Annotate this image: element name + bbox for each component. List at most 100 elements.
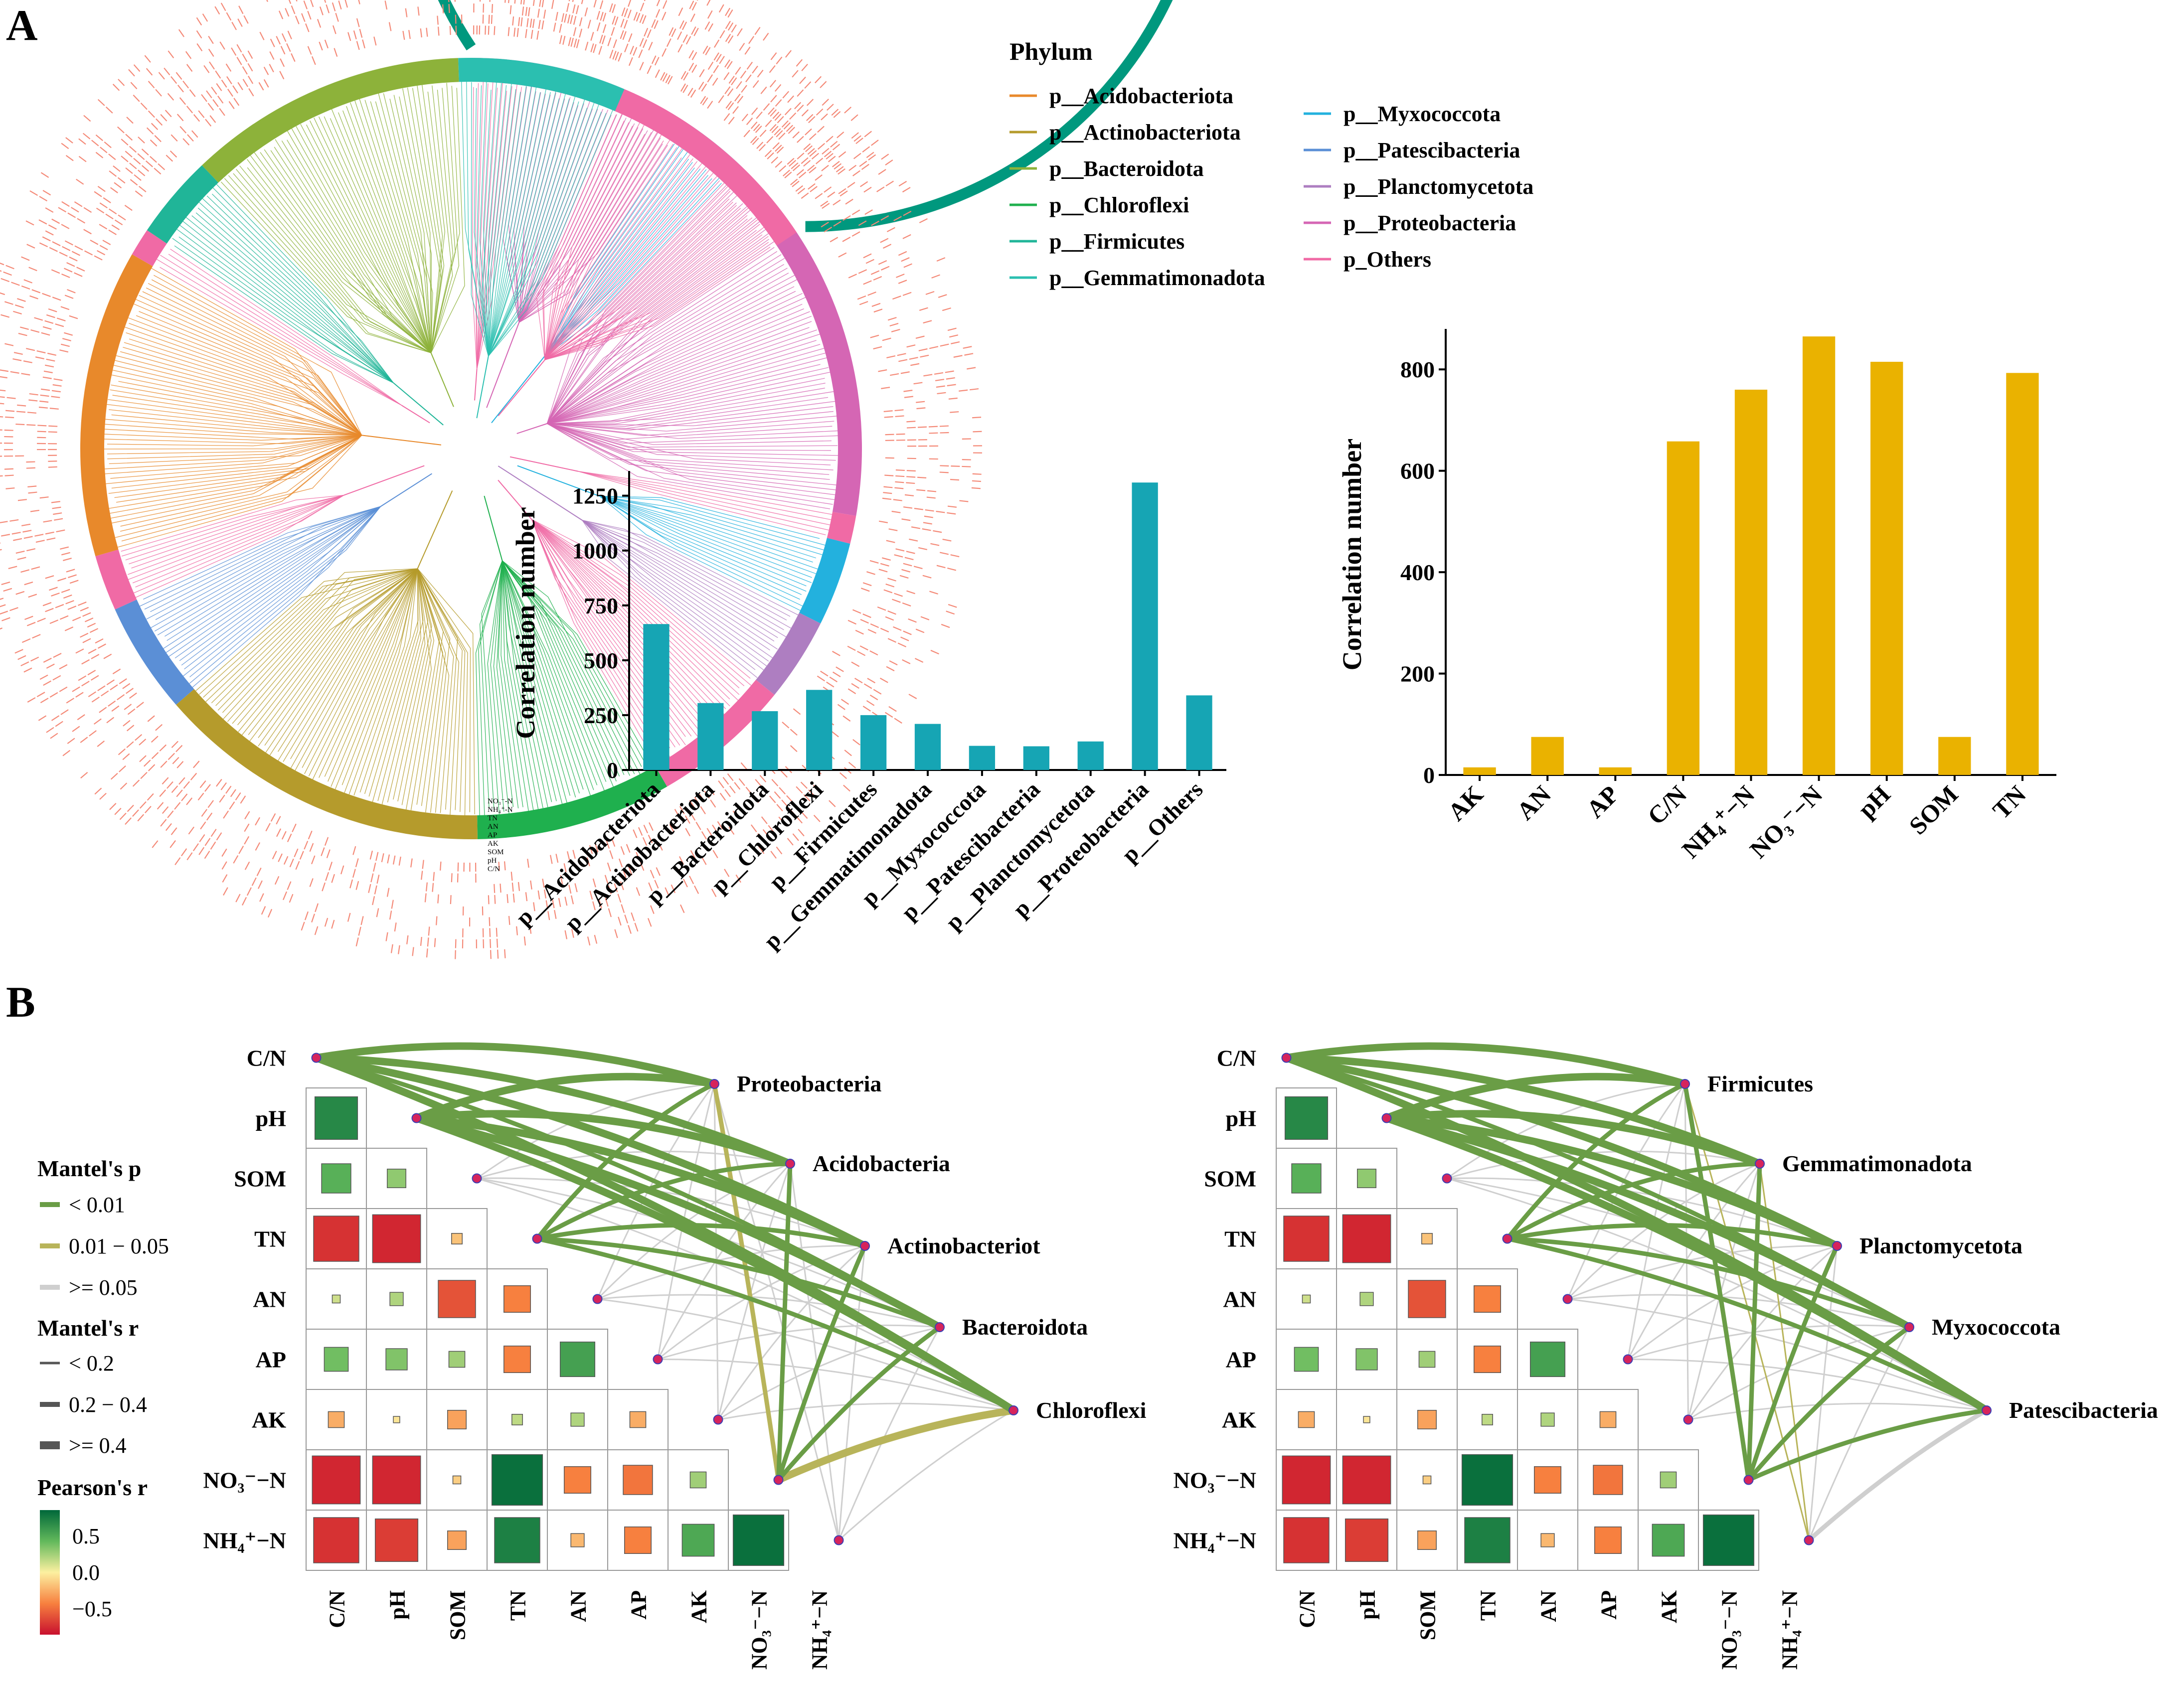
bar: [1463, 767, 1496, 775]
heat-cell: [1298, 1411, 1315, 1428]
heat-cell: [732, 1514, 785, 1566]
heat-cell: [438, 1280, 476, 1318]
taxon-label: Myxococcota: [1932, 1314, 2060, 1340]
y-tick-label: 500: [584, 648, 618, 673]
heat-cell: [1421, 1233, 1433, 1244]
mantel-r-item-3: >= 0.4: [69, 1433, 127, 1458]
mantel-r-item-1: < 0.2: [69, 1351, 114, 1376]
mantel-link: [776, 1161, 793, 1482]
mantel-link: [597, 1163, 791, 1300]
phylum-legend-label: p__Bacteroidota: [1049, 156, 1204, 181]
mantel-link: [1567, 1245, 1838, 1300]
factor-node: [472, 1173, 482, 1184]
mantel-link: [1627, 1358, 1988, 1411]
row-label: NH₄⁺−N: [1173, 1528, 1256, 1553]
heat-cell: [1599, 1411, 1617, 1428]
row-label: SOM: [1204, 1166, 1256, 1192]
heat-cell: [494, 1517, 540, 1563]
mantel-link: [657, 1358, 1014, 1411]
heat-cell: [681, 1524, 715, 1557]
bar: [806, 690, 833, 770]
heat-cell: [1282, 1455, 1331, 1505]
tree-ring-label: pH: [488, 857, 497, 865]
heat-cell: [372, 1455, 421, 1505]
y-tick-label: 600: [1400, 459, 1435, 484]
col-labels: C/N pH SOM TN AN AP AK NO₃⁻−N NH₄⁺−N: [1295, 1590, 1802, 1670]
heat-cell: [447, 1530, 467, 1550]
mantel-link: [1682, 1081, 1751, 1482]
row-label: C/N: [247, 1046, 286, 1071]
heat-cell: [1461, 1454, 1513, 1506]
mantel-link: [1505, 1223, 1840, 1248]
phylum-legend-label: p__Gemmatimonadota: [1049, 266, 1265, 290]
tree-ring-label: C/N: [488, 865, 500, 873]
heat-cell: [385, 1348, 408, 1371]
x-tick-label: SOM: [1903, 780, 1963, 840]
heat-cells: [1276, 1087, 1759, 1571]
row-label: AN: [253, 1287, 286, 1312]
taxon-label: Planctomycetota: [1859, 1233, 2022, 1258]
mantel-link: [535, 1161, 793, 1241]
taxon-node: [785, 1159, 795, 1169]
factor-node: [834, 1535, 844, 1545]
heat-cell: [1284, 1096, 1329, 1140]
factor-node: [1281, 1053, 1292, 1063]
colorbar: [40, 1510, 60, 1635]
mantel-link: [776, 1325, 942, 1482]
x-tick-label: AP: [1581, 780, 1624, 823]
y-tick-label: 250: [584, 703, 618, 728]
heat-cell: [1474, 1285, 1501, 1313]
taxon-label: Firmicutes: [1707, 1071, 1813, 1096]
mantel-link: [597, 1298, 1014, 1411]
y-tick-label: 0: [607, 758, 618, 783]
col-label: AN: [1536, 1590, 1561, 1622]
x-tick-label: NO₃⁻−N: [1744, 780, 1828, 864]
col-label: SOM: [446, 1590, 470, 1640]
row-label: AK: [252, 1407, 286, 1433]
taxon-label: Proteobacteria: [737, 1071, 881, 1096]
taxon-node: [860, 1241, 870, 1251]
heat-cell: [1283, 1216, 1330, 1262]
mantel-link: [1687, 1163, 1761, 1420]
col-label: AP: [627, 1590, 651, 1620]
mantel-link: [1383, 1072, 1689, 1122]
row-label: AN: [1223, 1287, 1256, 1312]
heat-cell: [389, 1292, 404, 1306]
heat-cell: [1474, 1346, 1501, 1373]
heat-cell: [324, 1347, 349, 1372]
mantel-p-item-2: 0.01 − 0.05: [69, 1234, 169, 1258]
heat-cell: [313, 1216, 359, 1262]
mantel-link: [1746, 1161, 1762, 1482]
taxon-label: Actinobacteriot: [887, 1233, 1040, 1258]
y-tick-label: 750: [584, 593, 618, 618]
correlation-heatmap-right: Firmicutes Gemmatimonadota Planctomycetota…: [1173, 1042, 2158, 1670]
heat-cell: [451, 1233, 463, 1244]
heat-cell: [332, 1294, 341, 1304]
heat-cell: [1540, 1533, 1555, 1547]
row-label: C/N: [1217, 1046, 1256, 1071]
col-label: pH: [385, 1590, 410, 1620]
row-label: NO₃⁻−N: [1173, 1468, 1256, 1493]
heat-cell: [504, 1346, 531, 1373]
col-label: NH₄⁺−N: [1778, 1590, 1802, 1670]
mantel-link: [476, 1177, 866, 1247]
heat-cell: [1342, 1214, 1391, 1263]
bar: [1802, 336, 1836, 775]
tree-ring-label: NO₃⁻-N: [488, 797, 513, 805]
colorbar-tick-1: 0.5: [72, 1524, 100, 1548]
taxon-node: [1008, 1405, 1018, 1415]
heat-cell: [1294, 1347, 1319, 1372]
heat-cell: [1355, 1348, 1378, 1371]
mantel-link: [1505, 1236, 1989, 1413]
heat-cell: [1418, 1351, 1436, 1368]
taxon-node: [1680, 1079, 1690, 1089]
x-tick-label: AK: [1442, 780, 1489, 826]
taxon-node: [1904, 1322, 1914, 1332]
bar: [2006, 373, 2039, 775]
taxon-label: Chloroflexi: [1036, 1397, 1147, 1423]
tree-ring-label: SOM: [488, 848, 504, 856]
bar: [1667, 441, 1700, 775]
heat-cell: [374, 1518, 419, 1562]
factor-node: [1502, 1233, 1512, 1244]
